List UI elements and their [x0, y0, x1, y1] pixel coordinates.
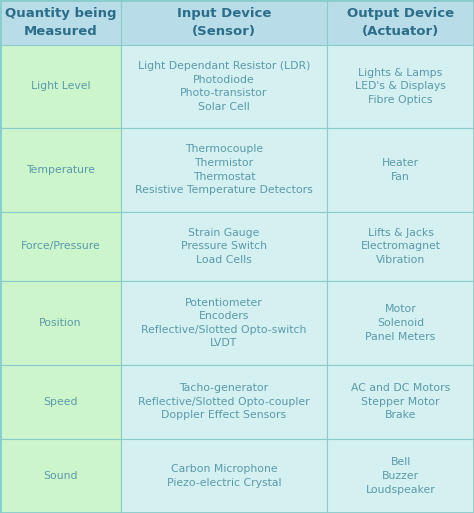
Text: Sound: Sound	[43, 471, 78, 481]
Bar	[121, 211, 327, 281]
Text: Carbon Microphone
Piezo-electric Crystal: Carbon Microphone Piezo-electric Crystal	[167, 464, 281, 488]
Bar	[121, 439, 327, 513]
Bar	[0, 281, 121, 365]
Text: Input Device
(Sensor): Input Device (Sensor)	[177, 7, 271, 37]
Bar	[327, 439, 474, 513]
Bar	[121, 281, 327, 365]
Bar	[121, 365, 327, 439]
Text: Lights & Lamps
LED's & Displays
Fibre Optics: Lights & Lamps LED's & Displays Fibre Op…	[355, 68, 446, 105]
Bar	[327, 128, 474, 211]
Bar	[0, 365, 121, 439]
Text: Force/Pressure: Force/Pressure	[20, 242, 100, 251]
Bar	[327, 0, 474, 45]
Text: Position: Position	[39, 318, 82, 328]
Text: Speed: Speed	[43, 397, 78, 407]
Bar	[327, 365, 474, 439]
Text: Output Device
(Actuator): Output Device (Actuator)	[347, 7, 454, 37]
Bar	[121, 128, 327, 211]
Bar	[121, 45, 327, 128]
Text: Light Level: Light Level	[31, 82, 90, 91]
Text: Tacho-generator
Reflective/Slotted Opto-coupler
Doppler Effect Sensors: Tacho-generator Reflective/Slotted Opto-…	[138, 383, 310, 421]
Bar	[0, 0, 121, 45]
Bar	[0, 439, 121, 513]
Text: Motor
Solenoid
Panel Meters: Motor Solenoid Panel Meters	[365, 304, 436, 342]
Bar	[327, 211, 474, 281]
Text: Quantity being
Measured: Quantity being Measured	[5, 7, 116, 37]
Text: Light Dependant Resistor (LDR)
Photodiode
Photo-transistor
Solar Cell: Light Dependant Resistor (LDR) Photodiod…	[138, 61, 310, 112]
Text: AC and DC Motors
Stepper Motor
Brake: AC and DC Motors Stepper Motor Brake	[351, 383, 450, 421]
Bar	[0, 211, 121, 281]
Text: Heater
Fan: Heater Fan	[382, 158, 419, 182]
Bar	[0, 45, 121, 128]
Text: Potentiometer
Encoders
Reflective/Slotted Opto-switch
LVDT: Potentiometer Encoders Reflective/Slotte…	[141, 298, 307, 348]
Text: Bell
Buzzer
Loudspeaker: Bell Buzzer Loudspeaker	[365, 457, 436, 495]
Bar	[0, 128, 121, 211]
Text: Strain Gauge
Pressure Switch
Load Cells: Strain Gauge Pressure Switch Load Cells	[181, 228, 267, 265]
Text: Thermocouple
Thermistor
Thermostat
Resistive Temperature Detectors: Thermocouple Thermistor Thermostat Resis…	[135, 145, 313, 195]
Bar	[327, 281, 474, 365]
Text: Temperature: Temperature	[26, 165, 95, 175]
Bar	[327, 45, 474, 128]
Text: Lifts & Jacks
Electromagnet
Vibration: Lifts & Jacks Electromagnet Vibration	[361, 228, 440, 265]
Bar	[121, 0, 327, 45]
